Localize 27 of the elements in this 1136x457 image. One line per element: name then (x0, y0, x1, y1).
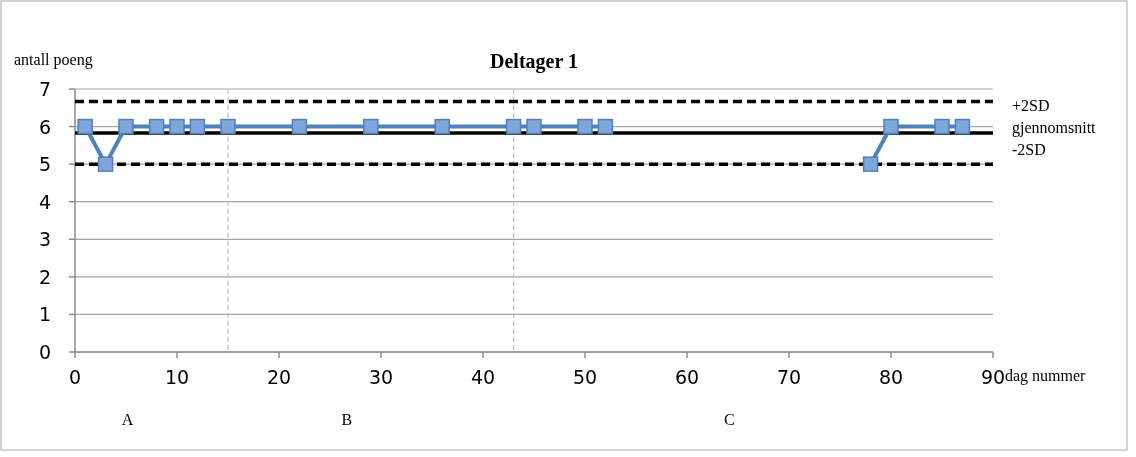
x-tick-label: 30 (368, 366, 394, 388)
y-tick-label: 1 (38, 303, 51, 326)
ref-line-label: gjennomsnitt (1012, 119, 1097, 138)
x-tick-label: 60 (674, 366, 700, 388)
text: B (341, 411, 353, 428)
y-tick-label: 0 (38, 341, 51, 363)
y-tick-label: 3 (38, 228, 51, 251)
x-tick-label: 0 (68, 366, 82, 388)
x-tick-label: 50 (572, 366, 598, 388)
y-tick-label: 4 (38, 190, 51, 213)
y-tick-label: 2 (38, 265, 51, 288)
ref-line-label: +2SD (1012, 97, 1050, 115)
x-tick-label: 10 (164, 366, 190, 388)
x-tick-label: 90 (980, 366, 1006, 388)
text: C (723, 411, 735, 428)
y-tick-label: 6 (38, 115, 51, 138)
x-tick-label: 70 (776, 366, 802, 388)
ref-line-label: -2SD (1012, 141, 1046, 159)
x-tick-label: 40 (470, 366, 496, 388)
text: A (121, 411, 134, 428)
y-axis-title: antall poeng (14, 51, 93, 69)
x-axis-title: dag nummer (1005, 367, 1087, 385)
y-tick-label: 5 (38, 153, 51, 176)
x-tick-label: 20 (266, 366, 292, 388)
y-tick-label: 7 (38, 78, 51, 100)
chart-title: Deltager 1 (490, 50, 578, 73)
x-tick-label: 80 (878, 366, 904, 388)
